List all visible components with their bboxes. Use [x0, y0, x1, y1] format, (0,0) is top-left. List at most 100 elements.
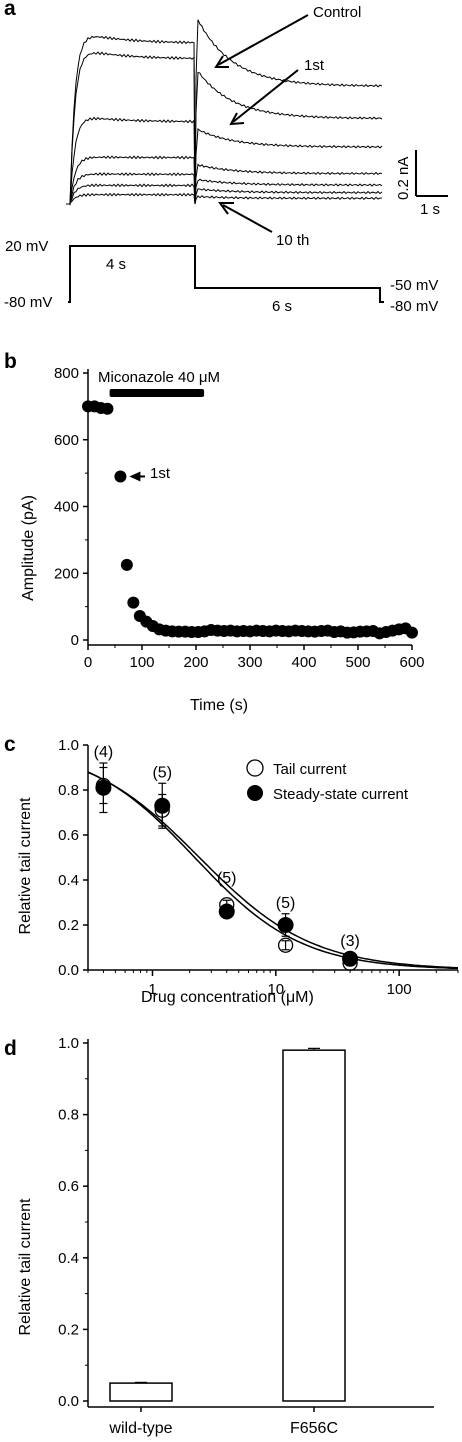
v-step-label: 20 mV — [5, 238, 48, 255]
d-bar — [282, 1049, 346, 1402]
c-fit-curve-1 — [87, 771, 459, 970]
drug-application-bar — [109, 389, 205, 397]
plot-c: 0.0 0.2 0.4 0.6 0.8 1.0 1 10 100 (4) (5) (5) (5) (3) T… — [58, 737, 459, 998]
d-ytick-label: 0.0 — [58, 1393, 79, 1410]
b-xtick-label: 200 — [183, 654, 208, 671]
d-bar — [109, 1382, 173, 1402]
legend-steady-state-marker — [247, 785, 263, 801]
panel-d: d 0.0 0.2 0.4 0.6 0.8 1.0 wild-type F656C Relat… — [4, 1035, 434, 1437]
time-scale-label: 1 s — [420, 201, 440, 218]
b-data-point — [127, 596, 140, 609]
b-xtick-label: 0 — [84, 654, 92, 671]
trace-7 — [66, 192, 383, 205]
c-steady-state-point — [154, 797, 171, 814]
b-ytick-label: 200 — [54, 565, 79, 582]
c-n-label: (4) — [94, 744, 114, 761]
c-tail-current-point — [95, 777, 112, 794]
legend-tail-current-label: Tail current — [273, 761, 347, 778]
panel-d-letter: d — [4, 1037, 17, 1060]
legend-tail-current-marker — [246, 759, 264, 777]
tenth-arrowhead — [218, 202, 234, 215]
control-arrow — [217, 14, 309, 66]
drug-bar-label: Miconazole 40 μM — [98, 369, 220, 386]
plot-d: 0.0 0.2 0.4 0.6 0.8 1.0 wild-type F656C — [58, 1035, 434, 1437]
panel-b: b 0 200 400 600 800 0 100 200 300 400 500 600 Micon… — [4, 350, 425, 714]
legend-steady-state-label: Steady-state current — [273, 786, 409, 803]
c-tail-current-point — [277, 937, 294, 953]
c-xlabel: Drug concentration (μM) — [141, 989, 314, 1006]
c-ytick-label: 0.0 — [58, 962, 79, 979]
tenth-label: 10 th — [276, 232, 309, 249]
c-tail-current-point — [154, 802, 170, 818]
plot-b: 0 200 400 600 800 0 100 200 300 400 500 600 — [54, 365, 425, 671]
c-n-label: (3) — [340, 933, 360, 950]
trace-arrows — [214, 14, 309, 233]
d-ytick-label: 0.8 — [58, 1107, 79, 1124]
c-ytick-label: 0.8 — [58, 782, 79, 799]
b-ytick-label: 800 — [54, 365, 79, 382]
b-ytick-label: 600 — [54, 432, 79, 449]
panel-c-letter: c — [4, 733, 16, 756]
c-ylabel: Relative tail current — [17, 797, 34, 935]
b-xtick-label: 400 — [291, 654, 316, 671]
d-ylabel: Relative tail current — [17, 1198, 34, 1336]
b-xtick-label: 100 — [129, 654, 154, 671]
c-steady-state-point — [277, 917, 294, 933]
b-data-point — [406, 626, 418, 639]
trace-1 — [66, 19, 383, 205]
step-duration-label: 4 s — [106, 256, 126, 273]
c-n-label: (5) — [276, 895, 296, 912]
voltage-protocol — [68, 245, 384, 303]
first-arrow — [232, 69, 299, 123]
c-steady-state-point — [342, 950, 359, 967]
c-n-label: (5) — [152, 764, 172, 781]
c-ytick-label: 1.0 — [58, 737, 79, 754]
c-tail-current-point — [342, 955, 358, 971]
b-xlabel: Time (s) — [190, 697, 248, 714]
c-ytick-label: 0.2 — [58, 917, 79, 934]
control-arrowhead — [214, 55, 229, 68]
panel-b-letter: b — [4, 350, 17, 373]
b-data-point — [114, 470, 127, 483]
current-scale-label: 0.2 nA — [395, 157, 412, 200]
b-ytick-label: 0 — [71, 632, 79, 649]
panel-c: c 0.0 0.2 0.4 0.6 0.8 1.0 1 10 100 (4) (5) (5) (5) (3… — [4, 733, 459, 1006]
b-data-point — [120, 558, 133, 571]
d-ytick-label: 0.4 — [58, 1250, 79, 1267]
first-arrowhead — [229, 112, 245, 126]
d-ytick-label: 0.6 — [58, 1178, 79, 1195]
b-xtick-label: 600 — [399, 654, 424, 671]
v-hold-label: -80 mV — [4, 294, 52, 311]
panel-a-letter: a — [4, 0, 16, 20]
current-traces — [66, 19, 383, 206]
v-end-label: -80 mV — [390, 298, 438, 315]
first-point-label: 1st — [150, 465, 171, 482]
b-xtick-label: 500 — [345, 654, 370, 671]
c-n-label: (5) — [217, 870, 237, 887]
c-ytick-label: 0.4 — [58, 872, 79, 889]
tail-duration-label: 6 s — [272, 298, 292, 315]
c-xtick-label: 100 — [387, 981, 412, 998]
b-xtick-label: 300 — [237, 654, 262, 671]
trace-5 — [66, 172, 383, 205]
b-data-point — [101, 402, 114, 415]
control-label: Control — [313, 4, 361, 21]
trace-4 — [66, 155, 383, 205]
trace-6 — [66, 183, 383, 205]
trace-2 — [66, 51, 383, 205]
c-tail-current-point — [219, 897, 235, 913]
c-xtick-label: 10 — [267, 981, 284, 998]
c-ytick-label: 0.6 — [58, 827, 79, 844]
b-ytick-label: 400 — [54, 499, 79, 516]
d-xtick-label: wild-type — [108, 1420, 172, 1437]
b-ylabel: Amplitude (pA) — [20, 495, 37, 601]
c-fit-curve-2 — [87, 771, 459, 969]
first-point-arrowhead — [129, 471, 141, 482]
scale-bar — [415, 150, 448, 197]
trace-3 — [66, 116, 383, 206]
d-xtick-label: F656C — [290, 1420, 338, 1437]
first-label: 1st — [304, 57, 325, 74]
d-ytick-label: 0.2 — [58, 1321, 79, 1338]
d-ytick-label: 1.0 — [58, 1035, 79, 1052]
